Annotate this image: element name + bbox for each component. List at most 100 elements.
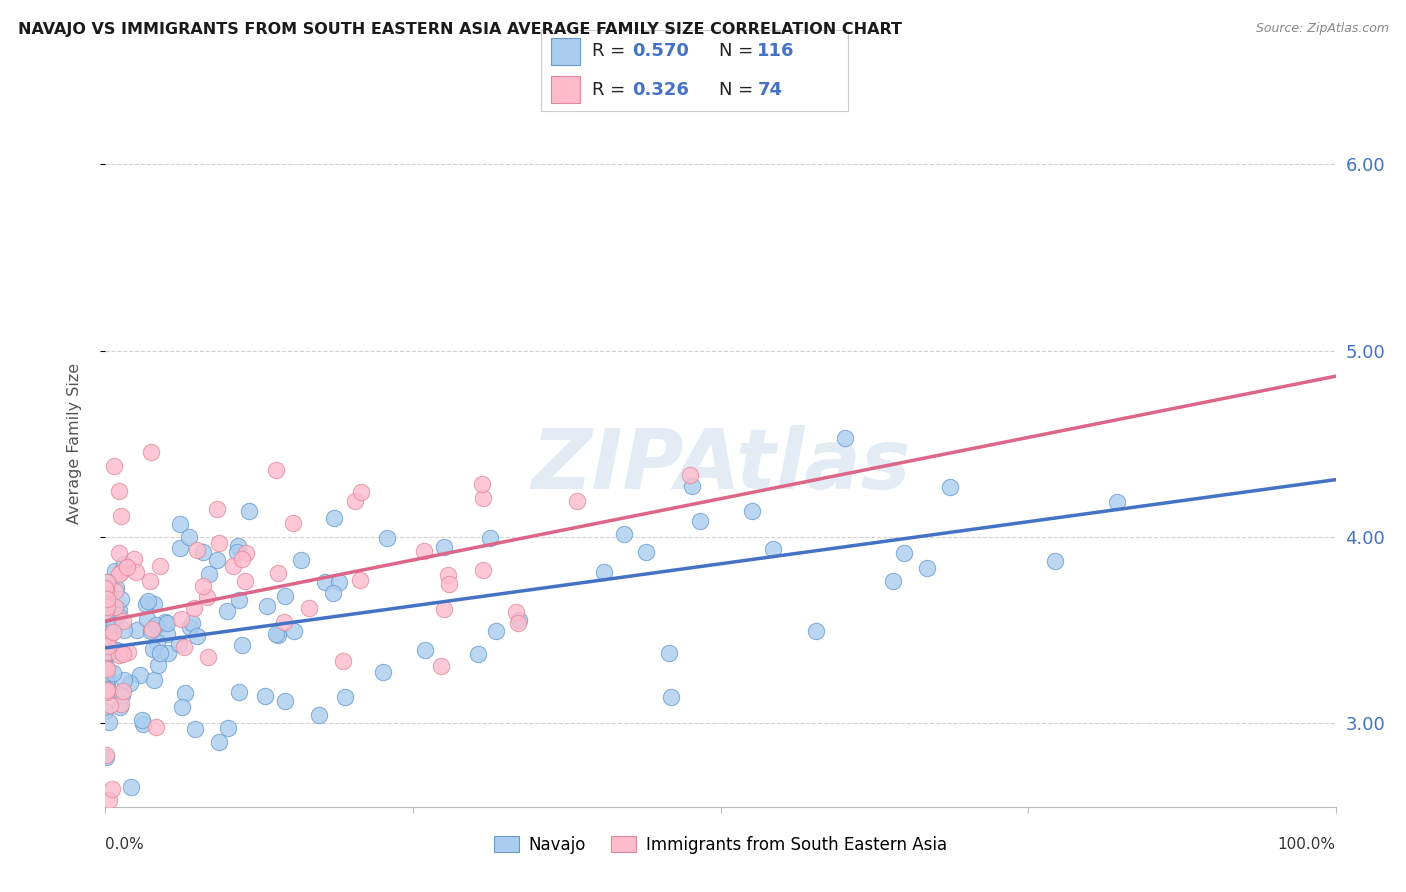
- Point: [101, 624, 124, 639]
- Point: [217, 721, 239, 735]
- Point: [120, 676, 142, 690]
- Point: [283, 516, 305, 530]
- Point: [235, 546, 257, 560]
- Point: [228, 593, 250, 607]
- Point: [156, 627, 179, 641]
- Point: [593, 565, 616, 579]
- Point: [170, 700, 193, 714]
- Point: [111, 688, 134, 702]
- Point: [94, 750, 117, 764]
- Point: [97, 639, 120, 653]
- Point: [128, 667, 150, 681]
- Point: [131, 714, 153, 728]
- Point: [505, 606, 527, 620]
- Point: [1045, 554, 1067, 568]
- Point: [322, 586, 344, 600]
- Point: [322, 510, 344, 524]
- Point: [333, 690, 356, 704]
- Point: [143, 597, 166, 611]
- Point: [328, 574, 350, 589]
- Point: [94, 665, 117, 680]
- Point: [107, 648, 129, 662]
- Point: [142, 642, 165, 657]
- Point: [297, 600, 319, 615]
- Text: 0.570: 0.570: [631, 42, 689, 60]
- Point: [183, 600, 205, 615]
- Point: [467, 647, 489, 661]
- Point: [636, 545, 658, 559]
- Point: [471, 491, 494, 506]
- Point: [228, 684, 250, 698]
- Point: [138, 593, 160, 607]
- Point: [94, 582, 117, 596]
- Point: [156, 615, 179, 630]
- Text: NAVAJO VS IMMIGRANTS FROM SOUTH EASTERN ASIA AVERAGE FAMILY SIZE CORRELATION CHA: NAVAJO VS IMMIGRANTS FROM SOUTH EASTERN …: [18, 22, 903, 37]
- Point: [104, 642, 127, 657]
- Point: [110, 698, 132, 712]
- Point: [145, 617, 167, 632]
- Point: [471, 477, 494, 491]
- Point: [208, 735, 231, 749]
- Point: [478, 531, 501, 545]
- Point: [149, 646, 172, 660]
- Point: [233, 574, 256, 588]
- Point: [112, 673, 135, 688]
- Text: 0.326: 0.326: [631, 81, 689, 99]
- Point: [308, 707, 330, 722]
- Point: [107, 484, 129, 499]
- Point: [186, 543, 208, 558]
- Point: [96, 648, 118, 663]
- Point: [96, 574, 118, 589]
- Point: [97, 683, 120, 698]
- Point: [173, 640, 195, 655]
- Point: [94, 661, 117, 675]
- Point: [94, 648, 117, 662]
- Point: [659, 690, 682, 704]
- Point: [108, 699, 131, 714]
- Point: [112, 623, 135, 637]
- Point: [689, 514, 711, 528]
- Point: [231, 638, 253, 652]
- Point: [94, 582, 117, 597]
- Point: [108, 566, 131, 581]
- Point: [98, 625, 121, 640]
- Point: [681, 479, 703, 493]
- Point: [98, 698, 121, 712]
- Point: [1105, 495, 1128, 509]
- Point: [96, 683, 118, 698]
- Point: [741, 504, 763, 518]
- Point: [290, 553, 312, 567]
- Point: [149, 559, 172, 574]
- Point: [135, 597, 157, 611]
- Point: [108, 546, 131, 560]
- Point: [430, 659, 453, 673]
- Point: [96, 681, 118, 696]
- Point: [96, 613, 118, 627]
- Point: [350, 484, 373, 499]
- Point: [96, 574, 118, 589]
- Point: [120, 780, 142, 794]
- Point: [273, 615, 295, 629]
- Point: [96, 668, 118, 682]
- Point: [225, 544, 247, 558]
- Point: [834, 431, 856, 445]
- Point: [332, 654, 354, 668]
- Point: [94, 646, 117, 660]
- Text: R =: R =: [592, 42, 631, 60]
- Point: [110, 591, 132, 606]
- Point: [186, 629, 208, 643]
- Point: [97, 587, 120, 601]
- Point: [267, 627, 290, 641]
- Point: [167, 637, 190, 651]
- Point: [104, 582, 127, 596]
- Point: [177, 530, 200, 544]
- Point: [375, 531, 398, 545]
- Point: [103, 458, 125, 473]
- Point: [238, 504, 260, 518]
- Point: [344, 494, 367, 508]
- Point: [314, 575, 336, 590]
- Point: [191, 579, 214, 593]
- Point: [508, 613, 530, 627]
- Point: [146, 635, 169, 649]
- Point: [169, 541, 191, 555]
